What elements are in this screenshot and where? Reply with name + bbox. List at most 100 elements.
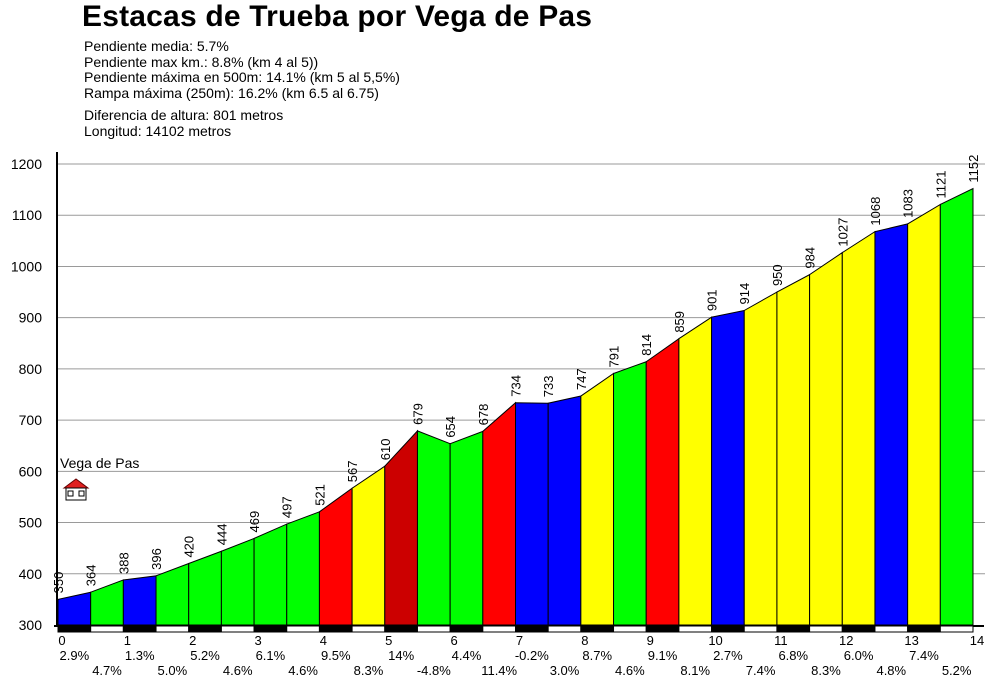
x-tick-label: 14 [970, 633, 984, 648]
stats-block: Pendiente media: 5.7% Pendiente max km.:… [84, 38, 400, 139]
altitude-label: 1027 [835, 218, 850, 247]
distance-ruler-bar [253, 625, 288, 633]
gradient-label: 4.6% [288, 663, 318, 678]
distance-ruler-bar [286, 625, 320, 633]
gradient-label: 2.9% [60, 648, 90, 663]
distance-ruler-bar [351, 625, 386, 633]
altitude-label: 859 [672, 311, 687, 333]
profile-segment [515, 402, 549, 626]
altitude-label: 679 [410, 403, 425, 425]
gradient-label: 7.4% [909, 648, 939, 663]
stat-pendiente-max-500m: Pendiente máxima en 500m: 14.1% (km 5 al… [84, 69, 400, 85]
gradient-label: 1.3% [125, 648, 155, 663]
profile-segment [318, 487, 353, 626]
profile-segment [188, 550, 222, 626]
stat-pendiente-media: Pendiente media: 5.7% [84, 38, 229, 54]
distance-ruler-bar [449, 625, 484, 633]
altitude-label: 1083 [901, 189, 916, 218]
gradient-label: 7.4% [746, 663, 776, 678]
distance-ruler-bar [318, 625, 353, 633]
gradient-label: 8.7% [582, 648, 612, 663]
altitude-label: 420 [182, 536, 197, 558]
altitude-label: 747 [574, 368, 589, 390]
distance-ruler-bar [678, 625, 713, 633]
altitude-label: 388 [116, 552, 131, 574]
gradient-label: 5.0% [158, 663, 188, 678]
chart-title: Estacas de Trueba por Vega de Pas [82, 0, 593, 33]
altitude-label: 350 [51, 572, 66, 594]
altitude-label: 444 [214, 524, 229, 546]
distance-ruler-bar [645, 625, 680, 633]
x-tick-label: 8 [581, 633, 588, 648]
distance-ruler-bar [711, 625, 745, 633]
profile-segment [155, 562, 190, 626]
gradient-label: 6.1% [256, 648, 286, 663]
profile-segment [220, 537, 255, 626]
profile-segment [416, 430, 451, 626]
altitude-label: 791 [607, 346, 622, 368]
y-tick-label: 900 [19, 310, 43, 326]
y-tick-label: 300 [19, 617, 43, 633]
gradient-label: 6.8% [778, 648, 808, 663]
x-tick-label: 3 [254, 633, 261, 648]
house-window [78, 490, 85, 497]
x-tick-label: 5 [385, 633, 392, 648]
distance-ruler-bar [547, 625, 582, 633]
altitude-label: 521 [312, 484, 327, 506]
distance-ruler-bar [188, 625, 222, 633]
gradient-label: 4.8% [876, 663, 906, 678]
gradient-label: 8.3% [354, 663, 384, 678]
distance-ruler-bar [907, 625, 941, 633]
profile-segment [678, 316, 713, 626]
altitude-label: 1152 [966, 155, 981, 183]
altitude-label: 497 [280, 496, 295, 518]
house-roof [62, 478, 90, 489]
profile-segment [645, 337, 680, 626]
distance-ruler-bar [613, 625, 647, 633]
distance-ruler-bar [90, 625, 124, 633]
gradient-label: 5.2% [942, 663, 972, 678]
altitude-label: 364 [84, 565, 99, 587]
altitude-label: 610 [378, 439, 393, 461]
house-icon [62, 478, 90, 501]
profile-segment [580, 372, 615, 626]
start-town-label: Vega de Pas [60, 455, 139, 471]
gradient-label: -0.2% [515, 648, 549, 663]
distance-ruler-bar [939, 625, 974, 633]
gradient-label: 4.4% [452, 648, 482, 663]
gradient-label: 9.1% [648, 648, 678, 663]
altitude-label: 654 [443, 416, 458, 438]
altitude-label: 567 [345, 461, 360, 483]
gradient-label: 4.7% [92, 663, 122, 678]
profile-segment [286, 511, 320, 626]
profile-segment [351, 465, 386, 626]
profile-segment [253, 523, 288, 626]
profile-segment [874, 223, 909, 626]
distance-ruler-bar [841, 625, 876, 633]
profile-segment [809, 251, 843, 626]
gradient-label: 9.5% [321, 648, 351, 663]
distance-ruler-bar [580, 625, 615, 633]
distance-ruler-bar [482, 625, 517, 633]
stat-longitud: Longitud: 14102 metros [84, 122, 232, 139]
profile-segment [907, 203, 941, 626]
altitude-label: 984 [803, 247, 818, 269]
profile-segment [939, 187, 974, 626]
x-tick-label: 13 [904, 633, 918, 648]
x-tick-label: 9 [647, 633, 654, 648]
x-tick-label: 10 [708, 633, 722, 648]
gradient-label: 11.4% [481, 663, 517, 678]
altitude-label: 914 [737, 283, 752, 305]
y-tick-label: 600 [19, 463, 43, 479]
profile-segment [776, 273, 811, 626]
profile-segment [841, 230, 876, 626]
profile-segment [449, 430, 484, 626]
stat-diferencia-altura: Diferencia de altura: 801 metros [84, 107, 284, 123]
altitude-label: 733 [541, 376, 556, 398]
gradient-label: 8.1% [680, 663, 710, 678]
y-tick-label: 500 [19, 515, 43, 531]
profile-segment [711, 309, 745, 626]
altitude-label: 1068 [868, 197, 883, 226]
y-tick-label: 1200 [11, 156, 42, 172]
distance-ruler-bar [384, 625, 418, 633]
